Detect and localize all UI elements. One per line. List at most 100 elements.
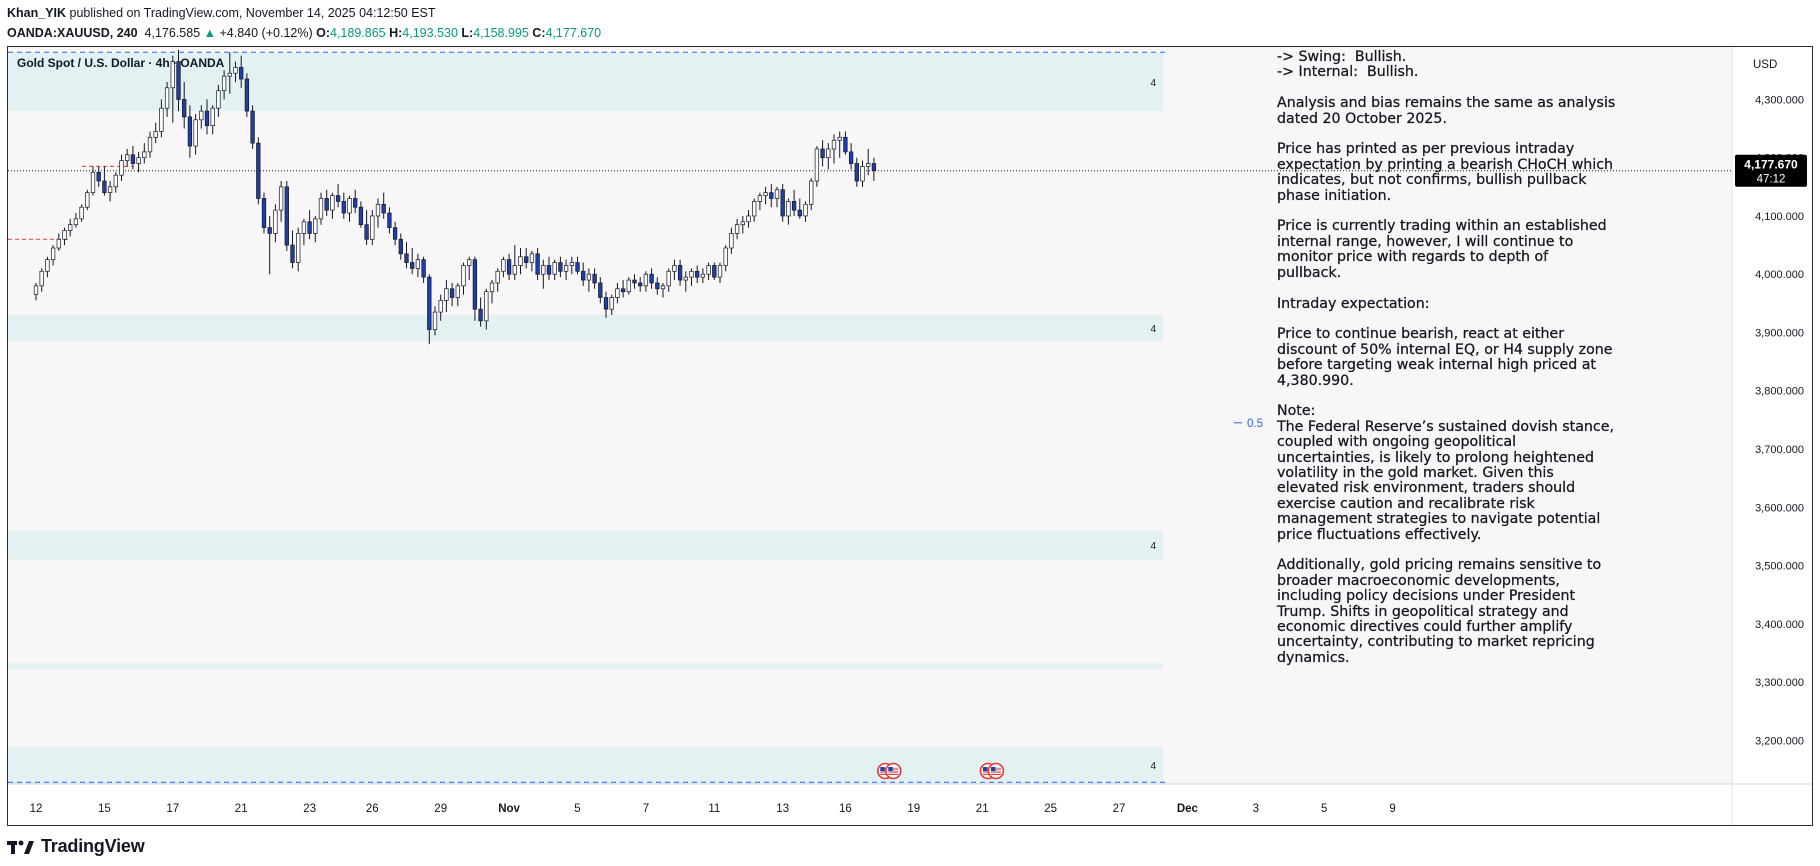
candle[interactable] — [330, 192, 335, 219]
candle[interactable] — [290, 230, 295, 269]
candle[interactable] — [199, 105, 204, 129]
candle[interactable] — [717, 262, 723, 283]
candle[interactable] — [643, 271, 649, 292]
candle[interactable] — [159, 99, 164, 138]
candle[interactable] — [535, 248, 540, 281]
candle[interactable] — [638, 277, 643, 292]
candle[interactable] — [455, 282, 460, 307]
candle[interactable] — [734, 218, 740, 240]
candle[interactable] — [797, 198, 802, 219]
candle[interactable] — [729, 227, 734, 254]
candle[interactable] — [307, 210, 312, 240]
candle[interactable] — [541, 259, 546, 289]
candle[interactable] — [598, 277, 603, 304]
candle[interactable] — [136, 151, 141, 173]
candle[interactable] — [221, 70, 227, 100]
candle[interactable] — [546, 256, 552, 281]
candle[interactable] — [244, 73, 250, 117]
candle[interactable] — [495, 268, 500, 292]
candle[interactable] — [170, 55, 175, 123]
candle[interactable] — [392, 221, 398, 246]
candle[interactable] — [569, 256, 574, 275]
candle[interactable] — [820, 140, 825, 167]
demand-zone-low[interactable] — [8, 530, 1163, 560]
candle[interactable] — [558, 256, 563, 278]
candle[interactable] — [854, 157, 859, 187]
candle[interactable] — [318, 192, 324, 225]
candle[interactable] — [529, 250, 535, 272]
candle[interactable] — [683, 271, 688, 292]
author-name[interactable]: Khan_YIK — [7, 6, 67, 20]
candle[interactable] — [666, 268, 671, 292]
candle[interactable] — [609, 294, 614, 315]
demand-zone-bottom[interactable] — [8, 746, 1163, 784]
candle[interactable] — [73, 213, 79, 228]
candle[interactable] — [415, 253, 421, 278]
candle[interactable] — [592, 268, 597, 289]
candle[interactable] — [432, 306, 438, 336]
candle[interactable] — [398, 233, 403, 260]
candle[interactable] — [142, 143, 147, 164]
candle[interactable] — [695, 265, 700, 283]
candle[interactable] — [615, 282, 620, 304]
candle[interactable] — [689, 268, 694, 286]
candle[interactable] — [848, 143, 854, 170]
candle[interactable] — [119, 154, 124, 181]
candle[interactable] — [387, 207, 392, 234]
candle[interactable] — [837, 131, 842, 158]
candle[interactable] — [204, 99, 210, 135]
candle[interactable] — [216, 84, 221, 117]
candle[interactable] — [706, 262, 711, 281]
candle[interactable] — [130, 146, 136, 170]
candle[interactable] — [62, 227, 67, 246]
candle[interactable] — [774, 186, 780, 208]
symbol-label[interactable]: OANDA:XAUUSD, 240 — [7, 26, 138, 40]
supply-zone-top[interactable] — [8, 52, 1163, 112]
candle[interactable] — [256, 137, 261, 205]
candle[interactable] — [182, 81, 187, 129]
candle[interactable] — [107, 181, 113, 202]
candle[interactable] — [444, 280, 449, 313]
candle[interactable] — [85, 189, 90, 211]
candle[interactable] — [193, 114, 198, 155]
price-axis[interactable]: 3,200.000 3,300.000 3,400.000 3,500.000 3,60… — [1755, 94, 1804, 747]
us-flag-event-icon[interactable] — [884, 762, 902, 780]
candle[interactable] — [296, 227, 301, 272]
candle[interactable] — [871, 157, 877, 181]
candle[interactable] — [478, 297, 483, 327]
chart-canvas[interactable]: 4 4 4 4 3,200.000 3,300.000 3,400.000 3,500.00… — [8, 47, 1812, 825]
candle[interactable] — [484, 288, 489, 330]
candle[interactable] — [341, 192, 346, 219]
candle[interactable] — [250, 105, 255, 149]
candle[interactable] — [472, 256, 478, 321]
candle[interactable] — [740, 215, 745, 234]
candle[interactable] — [518, 248, 523, 275]
candle[interactable] — [860, 160, 865, 187]
candle[interactable] — [347, 195, 352, 222]
demand-zone-mid[interactable] — [8, 315, 1163, 342]
candle[interactable] — [233, 61, 238, 82]
candle[interactable] — [563, 259, 569, 281]
candle[interactable] — [370, 210, 375, 246]
candle[interactable] — [524, 248, 529, 269]
tradingview-watermark[interactable]: TradingView — [7, 836, 145, 857]
candle[interactable] — [421, 256, 426, 283]
candle[interactable] — [512, 245, 517, 281]
candle[interactable] — [273, 204, 278, 243]
candle[interactable] — [586, 268, 592, 292]
candle[interactable] — [866, 148, 871, 176]
candle[interactable] — [278, 181, 284, 222]
candle[interactable] — [660, 282, 666, 298]
candle[interactable] — [335, 183, 341, 208]
candle[interactable] — [313, 215, 318, 243]
candle[interactable] — [769, 183, 774, 208]
candle[interactable] — [723, 245, 728, 272]
candle[interactable] — [284, 181, 289, 251]
candle[interactable] — [467, 256, 472, 281]
candle[interactable] — [39, 268, 44, 292]
candle[interactable] — [353, 189, 358, 214]
candle[interactable] — [187, 105, 193, 158]
candle[interactable] — [324, 189, 329, 216]
candle[interactable] — [461, 262, 466, 295]
candle[interactable] — [176, 49, 181, 112]
